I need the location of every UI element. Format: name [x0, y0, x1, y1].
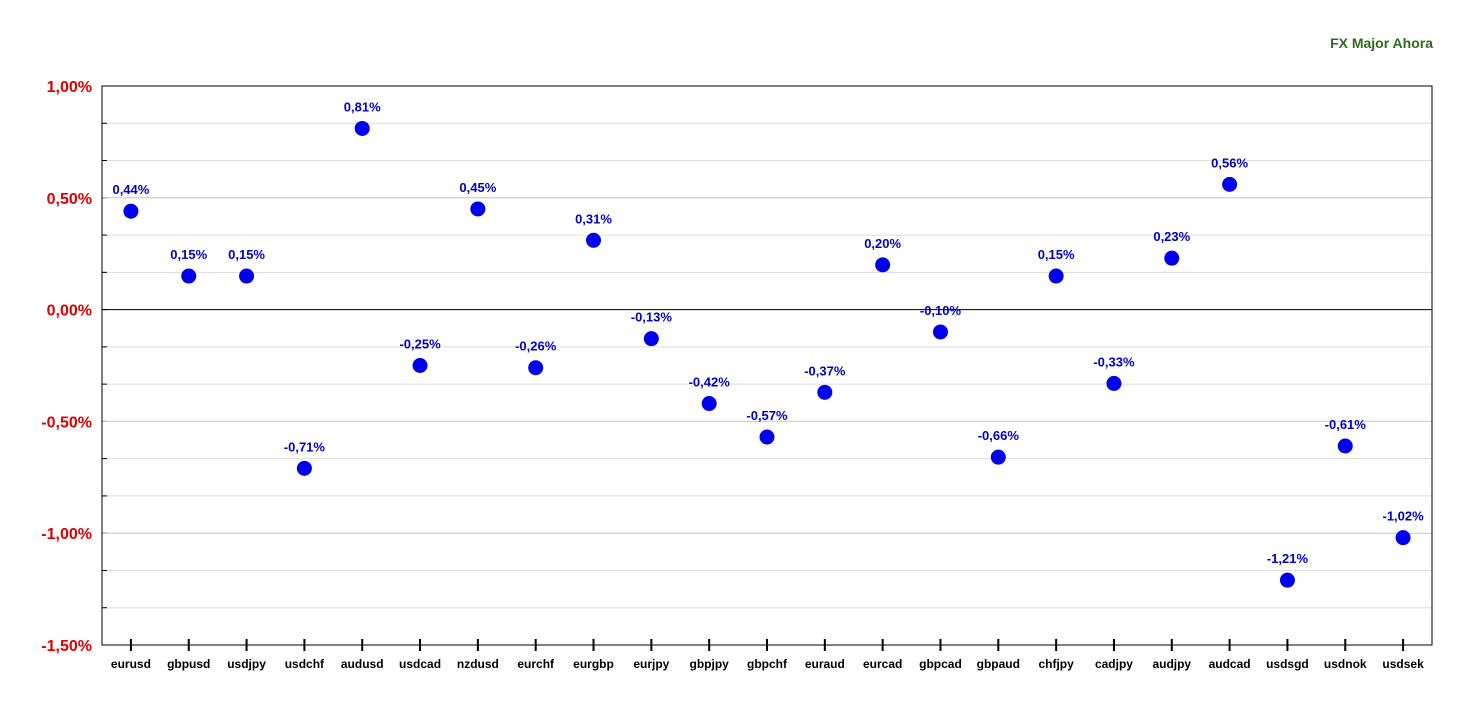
x-tick-label: audcad: [1209, 657, 1251, 671]
x-tick-label: usdchf: [285, 657, 325, 671]
data-label: 0,15%: [170, 247, 207, 262]
data-label: 0,81%: [344, 99, 381, 114]
x-tick-label: audusd: [341, 657, 384, 671]
data-point: [701, 396, 717, 412]
x-tick-label: usdsek: [1382, 657, 1424, 671]
x-tick-label: eurchf: [517, 657, 555, 671]
y-tick-label: -0,50%: [41, 414, 92, 431]
data-point: [1106, 375, 1122, 391]
data-point: [470, 201, 486, 217]
data-label: -0,57%: [746, 408, 788, 423]
data-label: -0,33%: [1093, 354, 1135, 369]
data-label: -1,21%: [1267, 551, 1309, 566]
data-label: -1,02%: [1382, 509, 1424, 524]
chart-title: FX Major Ahora: [1330, 35, 1433, 51]
x-tick-label: usdjpy: [227, 657, 266, 671]
x-tick-label: nzdusd: [457, 657, 499, 671]
y-tick-label: -1,00%: [41, 526, 92, 543]
data-point: [123, 203, 139, 219]
x-tick-label: usdnok: [1324, 657, 1367, 671]
data-point: [181, 268, 197, 284]
data-point: [528, 360, 544, 376]
data-point: [412, 358, 428, 373]
data-point: [759, 429, 775, 445]
data-point: [643, 331, 659, 347]
data-label: 0,44%: [112, 182, 149, 197]
data-label: -0,26%: [515, 339, 557, 354]
x-tick-label: chfjpy: [1038, 657, 1074, 671]
y-tick-label: 0,00%: [47, 303, 92, 320]
data-label: -0,13%: [631, 310, 673, 325]
data-point: [932, 324, 948, 340]
x-tick-label: euraud: [805, 657, 845, 671]
data-label: -0,25%: [399, 337, 441, 352]
data-point: [1048, 268, 1064, 284]
x-tick-label: usdsgd: [1266, 657, 1309, 671]
y-tick-label: -1,50%: [41, 638, 92, 655]
data-label: 0,20%: [864, 236, 901, 251]
data-point: [239, 268, 255, 284]
data-label: -0,10%: [920, 303, 962, 318]
data-label: 0,56%: [1211, 155, 1248, 170]
data-point: [354, 120, 370, 136]
data-label: 0,15%: [1038, 247, 1075, 262]
data-label: -0,61%: [1325, 417, 1367, 432]
data-point: [875, 257, 891, 273]
x-tick-label: eurusd: [111, 657, 151, 671]
x-tick-label: gbpaud: [977, 657, 1020, 671]
data-point: [586, 232, 602, 248]
x-tick-label: eurgbp: [573, 657, 614, 671]
data-label: 0,23%: [1153, 229, 1190, 244]
x-tick-label: gbpchf: [747, 657, 788, 671]
x-tick-label: gbpjpy: [690, 657, 730, 671]
data-label: -0,42%: [689, 375, 731, 390]
data-label: -0,66%: [978, 428, 1020, 443]
data-point: [1164, 250, 1180, 266]
data-label: -0,37%: [804, 363, 846, 378]
x-tick-label: gbpusd: [167, 657, 210, 671]
data-point: [1337, 438, 1353, 454]
x-tick-label: eurjpy: [633, 657, 669, 671]
data-label: 0,31%: [575, 211, 612, 226]
data-label: 0,45%: [459, 180, 496, 195]
data-label: -0,71%: [284, 439, 326, 454]
x-tick-label: cadjpy: [1095, 657, 1133, 671]
x-tick-label: audjpy: [1152, 657, 1191, 671]
x-tick-label: gbpcad: [919, 657, 962, 671]
data-point: [990, 449, 1006, 465]
data-point: [1395, 530, 1411, 546]
data-point: [1279, 572, 1295, 588]
data-label: 0,15%: [228, 247, 265, 262]
y-tick-label: 0,50%: [47, 191, 92, 208]
y-tick-label: 1,00%: [47, 79, 92, 96]
data-point: [817, 384, 833, 400]
x-tick-label: usdcad: [399, 657, 441, 671]
x-tick-label: eurcad: [863, 657, 902, 671]
data-point: [296, 460, 312, 476]
data-point: [1222, 176, 1238, 192]
